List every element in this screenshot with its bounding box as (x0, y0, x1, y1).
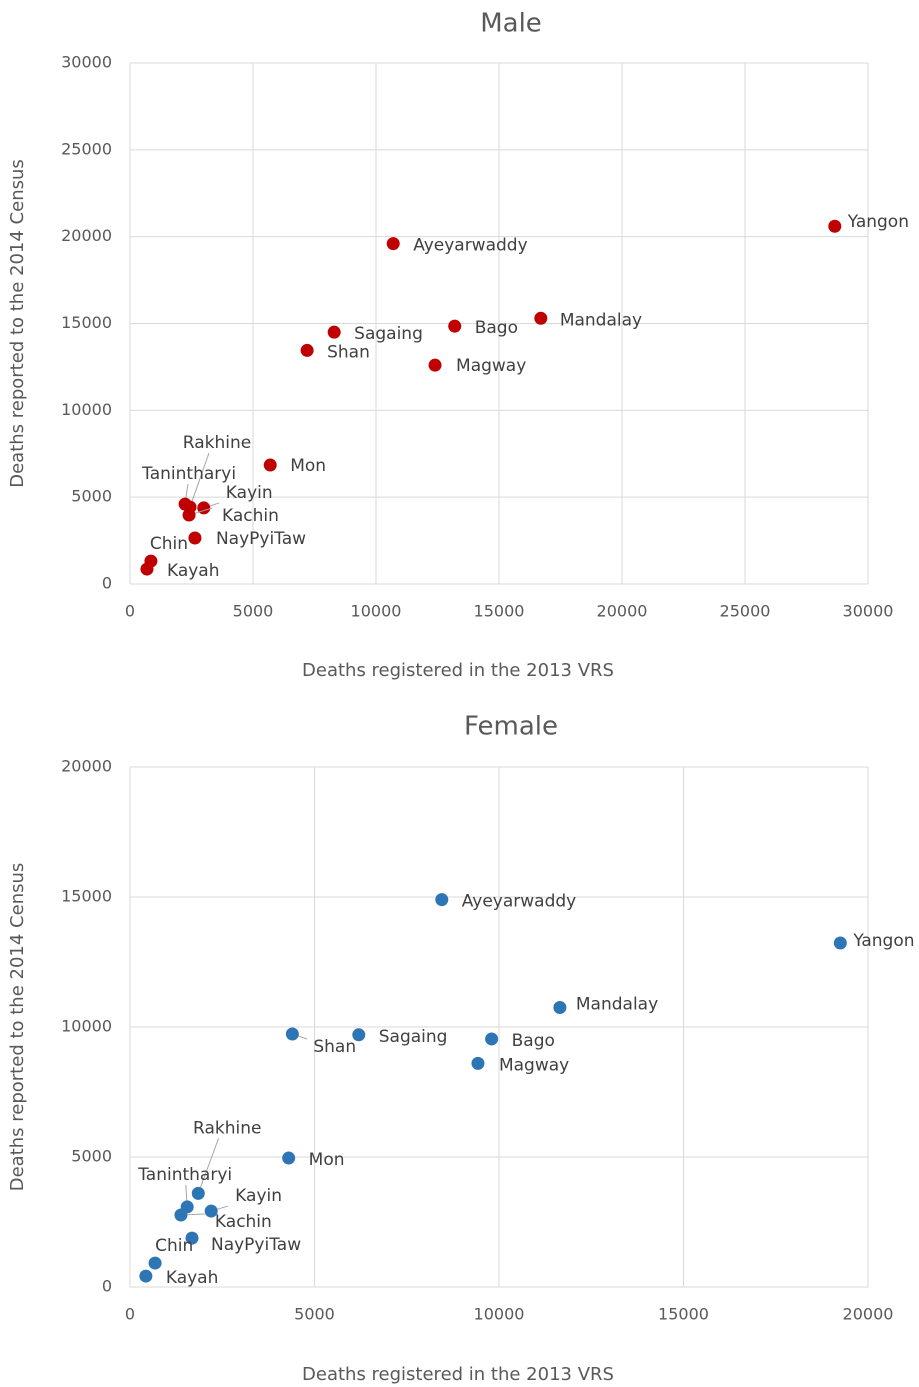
point-label: Rakhine (183, 433, 251, 453)
point (282, 1151, 296, 1165)
point (263, 458, 277, 472)
point (174, 1208, 188, 1222)
point-label: Kayin (226, 483, 273, 503)
y-tick-label: 15000 (61, 887, 112, 906)
point-label: Tanintharyi (141, 464, 236, 484)
point (471, 1056, 485, 1070)
point-label: Kachin (215, 1212, 272, 1232)
x-tick-label: 30000 (843, 602, 894, 621)
y-tick-label: 0 (102, 574, 112, 593)
point (285, 1027, 299, 1041)
point-label: Rakhine (193, 1118, 261, 1138)
y-tick-label: 15000 (61, 313, 112, 332)
point (828, 219, 842, 233)
point (485, 1032, 499, 1046)
x-tick-label: 20000 (597, 602, 648, 621)
y-tick-label: 20000 (61, 226, 112, 245)
y-tick-label: 25000 (61, 139, 112, 158)
point (352, 1028, 366, 1042)
point-label: Sagaing (379, 1027, 448, 1047)
point-label: Chin (155, 1236, 193, 1256)
x-tick-label: 20000 (843, 1305, 894, 1324)
x-tick-label: 5000 (233, 602, 274, 621)
point (148, 1256, 162, 1270)
point-label: Kayah (167, 561, 220, 581)
point-label: NayPyiTaw (211, 1235, 301, 1255)
point (204, 1204, 218, 1218)
point-label: Mon (290, 456, 326, 476)
point-label: Mandalay (576, 995, 658, 1015)
point (833, 936, 847, 950)
point-label: Shan (327, 342, 370, 362)
y-axis-label: Deaths reported to the 2014 Census (7, 159, 28, 488)
point-label: Tanintharyi (137, 1165, 232, 1185)
x-tick-label: 0 (125, 1305, 135, 1324)
point (327, 325, 341, 339)
y-axis-label: Deaths reported to the 2014 Census (7, 863, 28, 1192)
y-tick-label: 20000 (61, 757, 112, 776)
y-tick-label: 5000 (71, 1147, 112, 1166)
point (178, 497, 192, 511)
y-tick-label: 0 (102, 1277, 112, 1296)
x-axis-label: Deaths registered in the 2013 VRS (302, 1364, 614, 1385)
point-label: Mon (309, 1150, 345, 1170)
point-label: Kachin (222, 506, 279, 526)
point (300, 343, 314, 357)
point-label: Kayin (235, 1186, 282, 1206)
point-label: Magway (499, 1055, 569, 1075)
x-tick-label: 0 (125, 602, 135, 621)
y-tick-label: 30000 (61, 53, 112, 72)
point-label: Magway (456, 356, 526, 376)
point-label: NayPyiTaw (216, 529, 306, 549)
point-label: Shan (313, 1037, 356, 1057)
point (188, 531, 202, 545)
point (140, 562, 154, 576)
point-label: Bago (475, 318, 518, 338)
point-label: Bago (512, 1031, 555, 1051)
x-axis-label: Deaths registered in the 2013 VRS (302, 660, 614, 681)
chart-title: Male (480, 9, 542, 39)
y-tick-label: 10000 (61, 1017, 112, 1036)
point-label: Kayah (166, 1268, 219, 1288)
leader-line (189, 452, 210, 508)
x-tick-label: 10000 (474, 1305, 525, 1324)
point-label: Ayeyarwaddy (462, 892, 576, 912)
point (553, 1001, 567, 1014)
point-label: Yangon (847, 212, 909, 232)
x-tick-label: 5000 (294, 1305, 335, 1324)
point (185, 1231, 199, 1245)
x-tick-label: 15000 (658, 1305, 709, 1324)
point-label: Mandalay (560, 310, 642, 330)
x-tick-label: 25000 (720, 602, 771, 621)
leader-line (197, 1138, 220, 1194)
point-label: Yangon (852, 931, 914, 951)
chart-title: Female (464, 712, 558, 742)
point (448, 319, 462, 333)
point (534, 311, 548, 325)
y-tick-label: 10000 (61, 400, 112, 419)
point-label: Ayeyarwaddy (413, 236, 527, 256)
point (139, 1269, 153, 1283)
point-label: Sagaing (354, 324, 423, 344)
point (428, 358, 442, 372)
x-tick-label: 10000 (351, 602, 402, 621)
point-label: Chin (150, 534, 188, 554)
y-tick-label: 5000 (71, 487, 112, 506)
point (435, 893, 449, 907)
point (197, 501, 211, 515)
x-tick-label: 15000 (474, 602, 525, 621)
point (182, 508, 196, 522)
point (191, 1186, 205, 1200)
point (386, 237, 400, 251)
